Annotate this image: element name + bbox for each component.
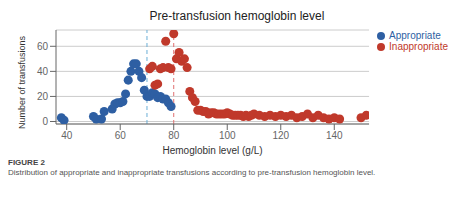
- svg-text:40: 40: [61, 130, 73, 141]
- svg-text:20: 20: [37, 91, 49, 102]
- svg-text:80: 80: [168, 130, 180, 141]
- svg-text:100: 100: [219, 130, 236, 141]
- svg-text:60: 60: [115, 130, 127, 141]
- html-text:Inappropriate: Inappropriate: [389, 41, 448, 52]
- html-text:FIGURE 2: FIGURE 2: [8, 158, 45, 167]
- svg-text:140: 140: [326, 130, 343, 141]
- svg-text:40: 40: [37, 66, 49, 77]
- svg-text:120: 120: [272, 130, 289, 141]
- svg-text:0: 0: [42, 116, 48, 127]
- svg-text:Hemoglobin level (g/L): Hemoglobin level (g/L): [163, 145, 263, 156]
- html-text:Distribution of appropriate an: Distribution of appropriate and inapprop…: [8, 167, 376, 177]
- html-text:Pre-transfusion hemoglobin lev: Pre-transfusion hemoglobin level: [149, 9, 325, 23]
- svg-text:60: 60: [37, 41, 49, 52]
- html-text:Appropriate: Appropriate: [389, 30, 441, 41]
- svg-text:Number of transfusions: Number of transfusions: [17, 35, 27, 129]
